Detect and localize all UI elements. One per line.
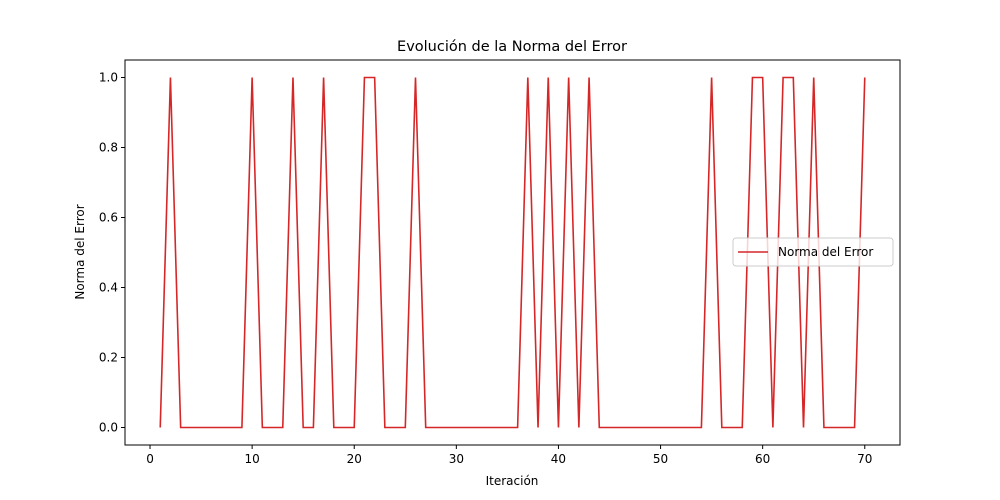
y-tick-label: 0.8	[99, 141, 118, 155]
legend-label: Norma del Error	[778, 245, 873, 259]
x-axis: 0 10 20 30 40 50 60 70	[146, 445, 872, 466]
x-tick-label: 70	[857, 452, 872, 466]
y-axis-label: Norma del Error	[73, 204, 87, 299]
legend: Norma del Error	[732, 237, 894, 267]
y-tick-label: 0.0	[99, 421, 118, 435]
plot-area	[124, 59, 901, 446]
y-axis: 0.0 0.2 0.4 0.6 0.8 1.0	[99, 71, 125, 435]
legend-box	[732, 237, 894, 267]
y-tick-label: 1.0	[99, 71, 118, 85]
x-axis-label: Iteración	[486, 474, 539, 488]
y-tick-label: 0.2	[99, 351, 118, 365]
x-tick-label: 60	[755, 452, 770, 466]
x-tick-label: 20	[347, 452, 362, 466]
x-tick-label: 50	[653, 452, 668, 466]
x-tick-label: 40	[551, 452, 566, 466]
y-tick-label: 0.4	[99, 281, 118, 295]
y-tick-label: 0.6	[99, 211, 118, 225]
x-tick-label: 30	[449, 452, 464, 466]
x-tick-label: 10	[244, 452, 259, 466]
chart-title: Evolución de la Norma del Error	[397, 39, 627, 55]
x-tick-label: 0	[146, 452, 154, 466]
